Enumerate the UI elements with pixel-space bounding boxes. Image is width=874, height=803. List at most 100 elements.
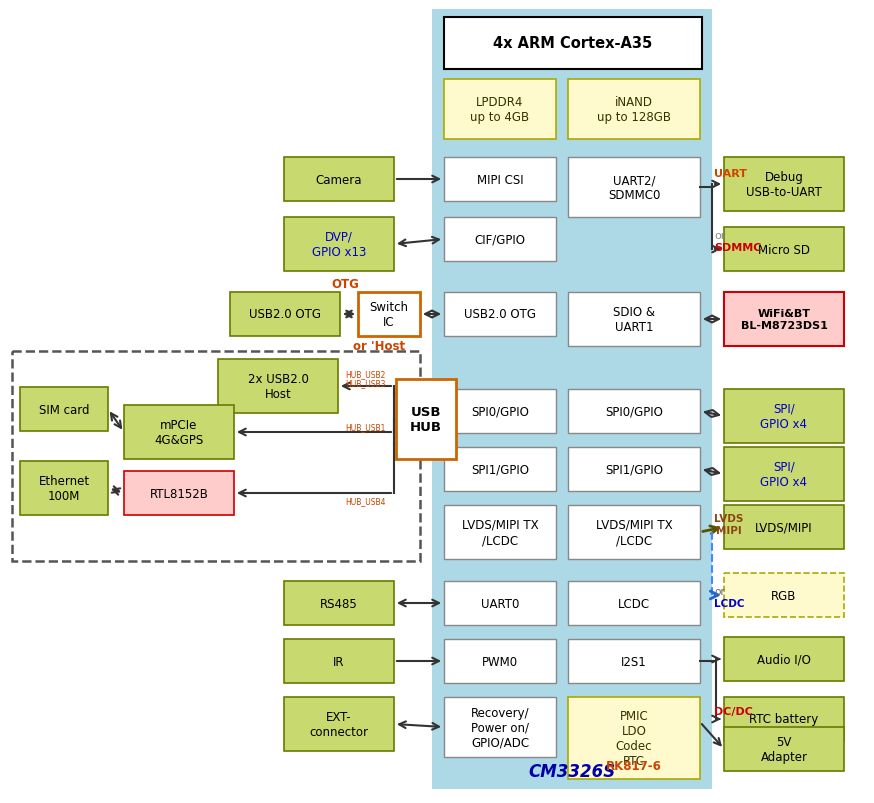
- Text: Ethernet
100M: Ethernet 100M: [38, 475, 89, 503]
- Bar: [124, 471, 234, 516]
- Bar: [724, 292, 844, 347]
- Text: SPI/
GPIO x4: SPI/ GPIO x4: [760, 402, 808, 430]
- Bar: [230, 292, 340, 336]
- Text: LCDC: LCDC: [714, 598, 745, 608]
- Text: SPI0/GPIO: SPI0/GPIO: [605, 405, 663, 418]
- Bar: [444, 697, 556, 757]
- Bar: [358, 292, 420, 336]
- Text: 5V
Adapter: 5V Adapter: [760, 735, 808, 763]
- Text: PWM0: PWM0: [482, 654, 518, 667]
- Bar: [444, 389, 556, 434]
- Text: UART2/
SDMMC0: UART2/ SDMMC0: [607, 173, 660, 202]
- Bar: [568, 697, 700, 779]
- Text: HUB_USB3: HUB_USB3: [345, 379, 386, 388]
- Bar: [444, 158, 556, 202]
- Bar: [724, 638, 844, 681]
- Text: Recovery/
Power on/
GPIO/ADC: Recovery/ Power on/ GPIO/ADC: [471, 706, 530, 748]
- Text: IR: IR: [333, 654, 344, 667]
- Bar: [20, 388, 108, 431]
- Bar: [724, 727, 844, 771]
- Text: SIM card: SIM card: [38, 403, 89, 416]
- Text: SPI/
GPIO x4: SPI/ GPIO x4: [760, 460, 808, 488]
- Text: SDIO &
UART1: SDIO & UART1: [613, 306, 655, 333]
- Text: PMIC
LDO
Codec
RTC: PMIC LDO Codec RTC: [616, 709, 652, 767]
- Text: MIPI CSI: MIPI CSI: [476, 173, 524, 186]
- Bar: [218, 360, 338, 414]
- Text: LCDC: LCDC: [618, 597, 650, 609]
- Text: RTC battery: RTC battery: [749, 712, 819, 726]
- Bar: [124, 406, 234, 459]
- Text: LVDS/MIPI TX
/LCDC: LVDS/MIPI TX /LCDC: [596, 519, 672, 546]
- Text: CM3326S: CM3326S: [529, 762, 615, 780]
- Text: or: or: [714, 586, 725, 597]
- Bar: [568, 292, 700, 347]
- Bar: [724, 228, 844, 271]
- Text: DVP/
GPIO x13: DVP/ GPIO x13: [312, 230, 366, 259]
- Bar: [444, 292, 556, 336]
- Bar: [568, 80, 700, 140]
- Bar: [724, 505, 844, 549]
- Bar: [12, 352, 420, 561]
- Text: LVDS
MIPI: LVDS MIPI: [714, 514, 744, 535]
- Text: LVDS/MIPI: LVDS/MIPI: [755, 521, 813, 534]
- Text: UART: UART: [714, 169, 747, 179]
- Text: CIF/GPIO: CIF/GPIO: [475, 233, 525, 247]
- Text: iNAND
up to 128GB: iNAND up to 128GB: [597, 96, 671, 124]
- Bar: [724, 158, 844, 212]
- Text: USB2.0 OTG: USB2.0 OTG: [464, 308, 536, 321]
- Text: I2S1: I2S1: [621, 654, 647, 667]
- Text: SPI1/GPIO: SPI1/GPIO: [605, 463, 663, 476]
- Text: SPI1/GPIO: SPI1/GPIO: [471, 463, 529, 476]
- Text: OTG: OTG: [331, 278, 359, 291]
- Bar: [432, 10, 712, 789]
- Bar: [444, 80, 556, 140]
- Text: HUB_USB4: HUB_USB4: [345, 497, 386, 506]
- Bar: [568, 581, 700, 626]
- Bar: [284, 158, 394, 202]
- Bar: [568, 389, 700, 434]
- Bar: [568, 447, 700, 491]
- Text: UART0: UART0: [481, 597, 519, 609]
- Text: USB
HUB: USB HUB: [410, 406, 442, 434]
- Text: USB2.0 OTG: USB2.0 OTG: [249, 308, 321, 321]
- Bar: [724, 573, 844, 618]
- Bar: [396, 380, 456, 459]
- Bar: [20, 462, 108, 516]
- Bar: [284, 639, 394, 683]
- Bar: [444, 18, 702, 70]
- Text: or: or: [714, 230, 725, 241]
- Text: DC/DC: DC/DC: [714, 706, 753, 716]
- Text: Micro SD: Micro SD: [758, 243, 810, 256]
- Text: 2x USB2.0
Host: 2x USB2.0 Host: [247, 373, 309, 401]
- Bar: [284, 581, 394, 626]
- Text: SPI0/GPIO: SPI0/GPIO: [471, 405, 529, 418]
- Text: Debug
USB-to-UART: Debug USB-to-UART: [746, 171, 822, 199]
- Text: RK817-6: RK817-6: [606, 760, 662, 772]
- Text: LVDS/MIPI TX
/LCDC: LVDS/MIPI TX /LCDC: [461, 519, 538, 546]
- Text: RGB: RGB: [772, 589, 797, 601]
- Text: WiFi&BT
BL-M8723DS1: WiFi&BT BL-M8723DS1: [740, 309, 828, 330]
- Bar: [724, 389, 844, 443]
- Text: EXT-
connector: EXT- connector: [309, 710, 369, 738]
- Bar: [568, 505, 700, 560]
- Text: HUB_USB1: HUB_USB1: [345, 423, 386, 432]
- Bar: [284, 218, 394, 271]
- Bar: [444, 505, 556, 560]
- Bar: [444, 639, 556, 683]
- Bar: [444, 218, 556, 262]
- Text: RTL8152B: RTL8152B: [149, 487, 208, 500]
- Bar: [444, 447, 556, 491]
- Text: SDMMC: SDMMC: [714, 243, 761, 253]
- Bar: [284, 697, 394, 751]
- Text: HUB_USB2: HUB_USB2: [345, 370, 386, 379]
- Text: LPDDR4
up to 4GB: LPDDR4 up to 4GB: [470, 96, 530, 124]
- Text: Audio I/O: Audio I/O: [757, 653, 811, 666]
- Bar: [724, 447, 844, 501]
- Text: RS485: RS485: [320, 597, 357, 609]
- Text: or 'Host: or 'Host: [353, 340, 405, 353]
- Bar: [568, 158, 700, 218]
- Text: mPCIe
4G&GPS: mPCIe 4G&GPS: [155, 418, 204, 446]
- Text: Camera: Camera: [316, 173, 362, 186]
- Bar: [724, 697, 844, 741]
- Text: Switch
IC: Switch IC: [370, 300, 408, 328]
